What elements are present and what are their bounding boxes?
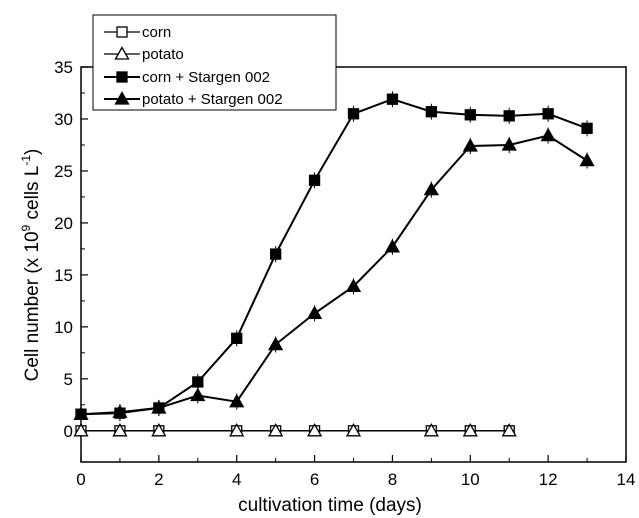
data-point <box>386 93 399 105</box>
data-point <box>347 108 360 120</box>
series-line <box>80 134 588 416</box>
data-point <box>464 109 476 121</box>
x-tick-label: 6 <box>310 470 319 489</box>
x-axis-title: cultivation time (days) <box>238 495 422 516</box>
data-point <box>501 422 517 437</box>
y-tick-label: 30 <box>54 110 73 129</box>
data-point <box>540 127 556 142</box>
y-tick-label: 5 <box>64 370 73 389</box>
legend: corn potato corn + Stargen 002 potato + Sta… <box>92 14 337 111</box>
x-tick-label: 4 <box>232 470 241 489</box>
legend-marker <box>114 91 130 105</box>
data-point <box>269 248 282 260</box>
legend-marker <box>114 46 130 60</box>
data-point <box>308 174 321 186</box>
y-tick-label: 25 <box>54 162 73 181</box>
series-layer <box>73 91 595 437</box>
y-tick-label: 20 <box>54 214 73 233</box>
legend-box <box>92 14 337 111</box>
data-point <box>151 400 167 414</box>
data-point <box>345 422 362 437</box>
data-point <box>423 181 439 196</box>
y-tick-label: 0 <box>64 422 73 441</box>
x-tick-label: 10 <box>461 470 480 489</box>
series-2 <box>73 422 517 437</box>
data-point <box>112 422 128 437</box>
legend-item: potato <box>104 46 184 63</box>
series-3 <box>75 91 593 423</box>
data-point <box>581 122 593 134</box>
legend-label: corn <box>142 24 171 41</box>
legend-item: potato + Stargen 002 <box>104 91 283 108</box>
data-point <box>345 278 362 292</box>
data-point <box>462 138 478 152</box>
data-point <box>73 406 89 420</box>
data-point <box>229 422 245 437</box>
y-axis-ticks: 0 5 10 15 20 25 30 35 <box>54 58 88 441</box>
legend-item: corn + Stargen 002 <box>104 69 270 86</box>
series-line <box>80 98 588 416</box>
data-point <box>190 387 206 402</box>
data-point <box>423 422 439 437</box>
series-4 <box>73 127 595 423</box>
x-axis-ticks: 0 2 4 6 8 10 12 14 <box>76 455 635 489</box>
x-tick-label: 0 <box>76 470 85 489</box>
x-tick-label: 2 <box>154 470 163 489</box>
data-point <box>229 393 245 408</box>
legend-label: corn + Stargen 002 <box>142 69 270 86</box>
data-point <box>384 239 401 253</box>
data-point <box>231 332 243 344</box>
data-point <box>503 110 515 122</box>
legend-marker <box>116 26 128 38</box>
data-point <box>192 376 204 388</box>
x-tick-label: 8 <box>388 470 397 489</box>
data-point <box>151 422 167 437</box>
y-axis-title-unit-exp: -1 <box>19 155 33 166</box>
data-point <box>462 422 478 437</box>
legend-label: potato + Stargen 002 <box>142 91 283 108</box>
y-axis-title: Cell number (x 109 cells L-1) <box>19 149 43 382</box>
y-axis-title-unit: cells L <box>22 166 43 225</box>
y-tick-label: 35 <box>54 58 73 77</box>
data-point <box>501 137 517 151</box>
x-tick-label: 14 <box>617 470 636 489</box>
data-point <box>425 106 438 118</box>
data-point <box>306 422 323 437</box>
data-point <box>542 108 554 120</box>
data-point <box>268 336 284 351</box>
legend-label: potato <box>142 46 184 63</box>
y-tick-label: 10 <box>54 318 73 337</box>
x-tick-label: 12 <box>539 470 558 489</box>
y-tick-label: 15 <box>54 266 73 285</box>
legend-item: corn <box>104 24 171 41</box>
data-point <box>306 305 323 320</box>
legend-items: corn potato corn + Stargen 002 potato + Sta… <box>104 24 283 108</box>
data-point <box>73 422 89 437</box>
legend-marker <box>116 71 128 83</box>
y-axis-title-close: ) <box>22 149 43 155</box>
data-point <box>268 422 284 437</box>
y-axis-title-main: Cell number (x 10 <box>22 231 43 381</box>
data-point <box>579 152 595 167</box>
y-axis-title-exp: 9 <box>19 224 33 231</box>
data-point <box>112 404 128 418</box>
